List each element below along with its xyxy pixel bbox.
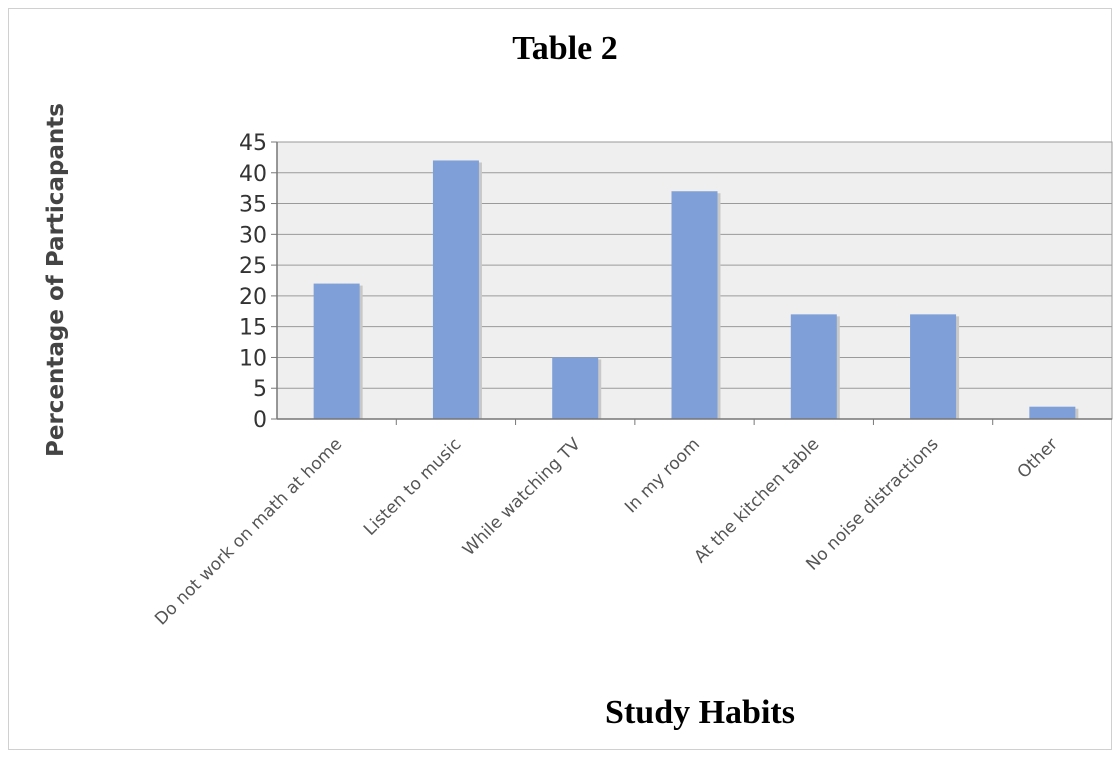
bar [552,357,599,419]
y-tick-label: 10 [239,346,267,371]
x-category-label: Do not work on math at home [151,434,346,629]
bar [790,314,837,419]
bar [1029,406,1076,419]
y-tick-label: 25 [239,254,267,279]
bar [313,283,360,419]
bar [432,160,479,419]
y-tick-label: 20 [239,285,267,310]
y-tick-label: 15 [239,316,267,341]
x-axis-label: Study Habits [605,694,795,731]
x-category-label: Other [1014,434,1062,482]
x-category-label: While watching TV [459,434,585,560]
y-tick-label: 30 [239,223,267,248]
x-category-label: Listen to music [360,434,465,539]
bar [671,191,718,419]
bar [910,314,957,419]
bars [313,160,1079,419]
x-category-label: At the kitchen table [691,434,824,567]
x-axis-category-labels: Do not work on math at home Listen to mus… [151,419,1062,629]
y-tick-label: 0 [253,408,267,433]
y-axis-ticks: 0 5 10 15 20 25 30 35 40 45 [239,131,277,433]
x-category-label: In my room [621,434,704,517]
y-tick-label: 40 [239,162,267,187]
x-category-label: No noise distractions [802,434,942,574]
y-tick-label: 35 [239,193,267,218]
y-tick-label: 5 [253,377,267,402]
chart-title: Table 2 [512,30,618,67]
y-tick-label: 45 [239,131,267,156]
